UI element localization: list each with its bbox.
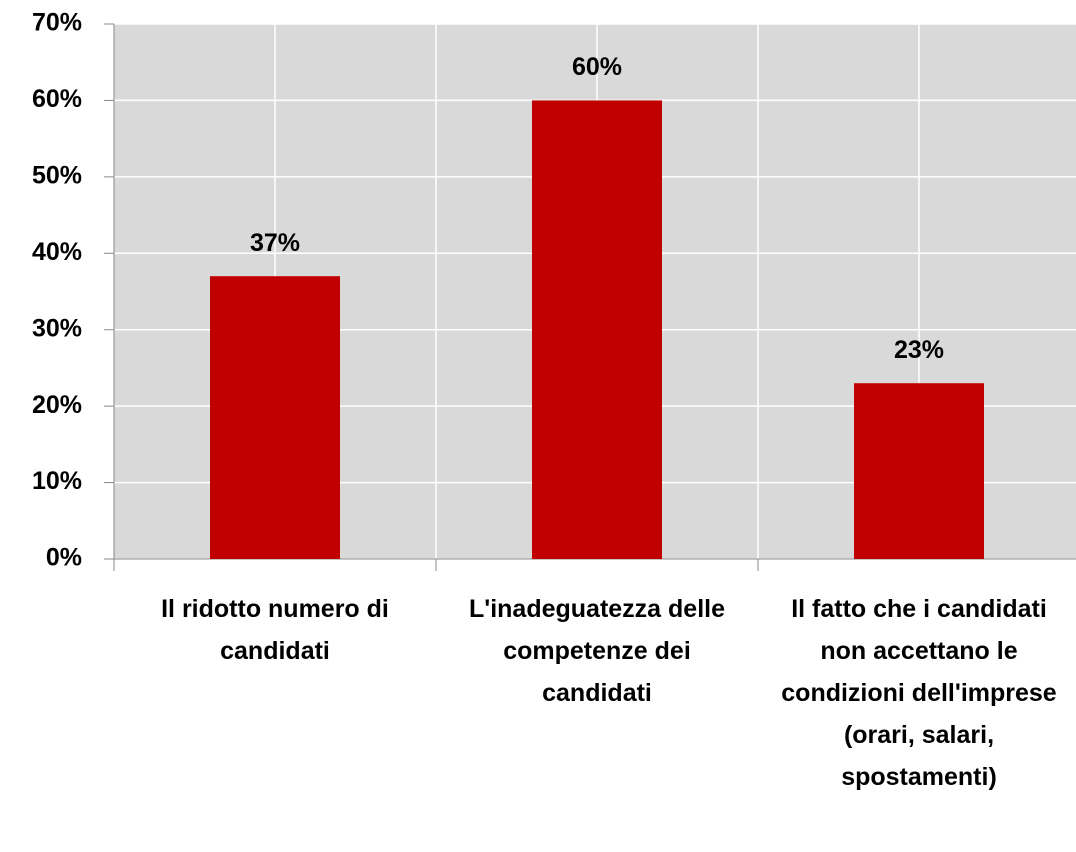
y-tick-label: 0%: [46, 544, 82, 572]
bar: [854, 383, 984, 559]
x-tick-label: L'inadeguatezza delle competenze dei can…: [468, 595, 725, 707]
x-tick-label: Il ridotto numero di candidati: [161, 595, 389, 665]
data-label: 60%: [572, 53, 622, 81]
y-tick-label: 60%: [32, 85, 82, 113]
y-tick-label: 70%: [32, 9, 82, 37]
x-tick-label: Il fatto che i candidati non accettano l…: [781, 595, 1057, 791]
bar: [532, 100, 662, 559]
y-tick-label: 30%: [32, 314, 82, 342]
data-label: 37%: [250, 229, 300, 257]
bar: [210, 276, 340, 559]
y-tick-label: 20%: [32, 391, 82, 419]
data-label: 23%: [894, 336, 944, 364]
y-tick-label: 50%: [32, 161, 82, 189]
y-tick-label: 10%: [32, 467, 82, 495]
y-tick-label: 40%: [32, 238, 82, 266]
